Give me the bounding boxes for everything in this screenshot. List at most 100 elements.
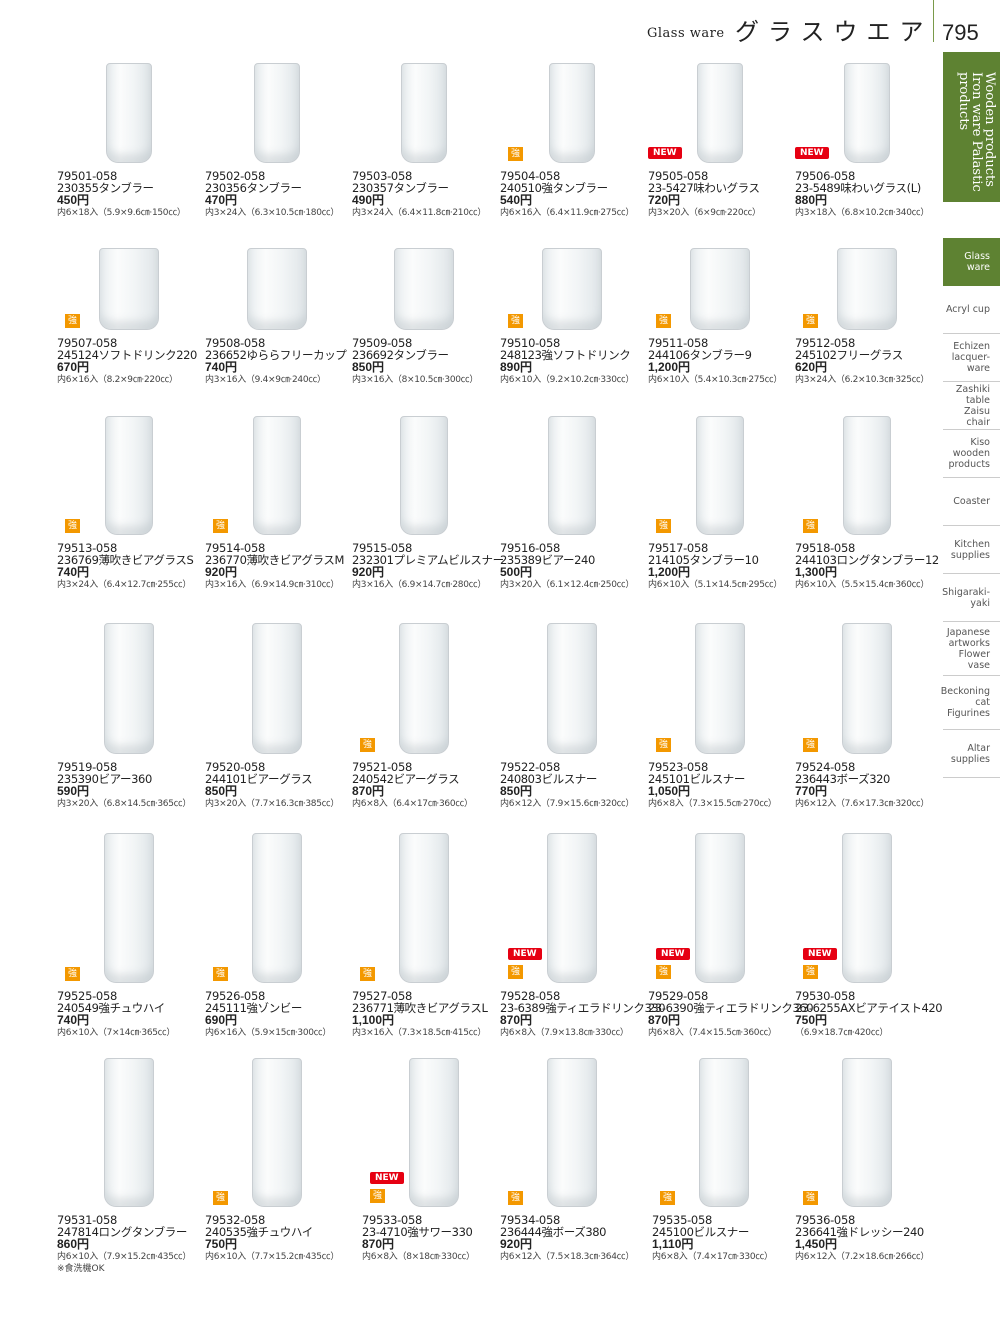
strong-badge: 強: [656, 519, 671, 533]
glass-product-image: [542, 248, 602, 330]
product-spec: 内3×24入（6.4×11.8㎝·210㏄）: [352, 208, 487, 218]
product-name: 236692タンブラー: [352, 348, 449, 362]
product-name: 235390ビアー360: [57, 772, 152, 786]
product-code: 79522-058: [500, 760, 560, 774]
badge-group: 強: [803, 519, 818, 533]
product-code: 79531-058: [57, 1213, 117, 1227]
sidebar-item[interactable]: Beckoning cat Figurines: [941, 676, 1000, 730]
sidebar-item[interactable]: Echizen lacquer- ware: [943, 334, 1000, 382]
product-name: 23-6389強ティエラドリンク330: [500, 1001, 666, 1015]
sidebar-item[interactable]: Coaster: [943, 478, 1000, 526]
sidebar-item[interactable]: Japanese artworks Flower vase: [943, 622, 1000, 676]
product-spec: 内3×16入（7.3×18.5㎝·415㏄）: [352, 1028, 487, 1038]
badge-group: 強: [803, 1191, 818, 1205]
glass-product-image: [247, 248, 307, 330]
sidebar-item[interactable]: Glass ware: [943, 238, 1000, 286]
product-spec: 内3×16入（6.9×14.7㎝·280㏄）: [352, 580, 487, 590]
product-code: 79526-058: [205, 989, 265, 1003]
product-code: 79505-058: [648, 169, 708, 183]
product-name: 248123強ソフトドリンク: [500, 348, 631, 362]
product-spec: 内6×10入（7.9×15.2㎝·435㏄）: [57, 1252, 192, 1262]
product-name: 230355タンブラー: [57, 181, 154, 195]
product-spec: 内3×16入（8×10.5㎝·300㏄）: [352, 375, 479, 385]
product-code: 79521-058: [352, 760, 412, 774]
new-badge: NEW: [370, 1172, 404, 1184]
strong-badge: 強: [213, 967, 228, 981]
strong-badge: 強: [360, 967, 375, 981]
product-price: 1,050円: [648, 784, 691, 798]
glass-product-image: [695, 623, 745, 754]
badge-group: 強: [660, 1191, 675, 1205]
strong-badge: 強: [656, 314, 671, 328]
category-tab[interactable]: Wooden products Iron ware Palastic produ…: [943, 52, 1000, 202]
product-price: 740円: [57, 565, 90, 579]
product-spec: 内3×24入（6.4×12.7㎝·255㏄）: [57, 580, 192, 590]
header-title-jp: グラスウエア: [735, 18, 933, 46]
product-spec: （6.9×18.7㎝·420㏄）: [795, 1028, 889, 1038]
glass-product-image: [253, 416, 301, 535]
product-price: 870円: [500, 1013, 533, 1027]
badge-group: 強: [360, 738, 375, 752]
product-spec: 内6×16入（8.2×9㎝·220㏄）: [57, 375, 178, 385]
product-spec: 内3×20入（6.8×14.5㎝·365㏄）: [57, 799, 192, 809]
product-code: 79523-058: [648, 760, 708, 774]
sidebar-item[interactable]: Acryl cup: [943, 286, 1000, 334]
badge-group: NEW: [648, 147, 682, 159]
product-price: 720円: [648, 193, 681, 207]
product-name: 232301プレミアムビルスナー: [352, 553, 504, 567]
glass-product-image: [699, 1058, 749, 1207]
product-code: 79506-058: [795, 169, 855, 183]
strong-badge: 強: [370, 1189, 385, 1203]
product-name: 236444強ボーズ380: [500, 1225, 607, 1239]
product-price: 740円: [205, 360, 238, 374]
badge-group: 強: [656, 519, 671, 533]
product-price: 590円: [57, 784, 90, 798]
sidebar-item[interactable]: Shigaraki- yaki: [942, 574, 1000, 622]
product-spec: 内6×16入（5.9×15㎝·300㏄）: [205, 1028, 332, 1038]
product-spec: 内3×24入（6.2×10.3㎝·325㏄）: [795, 375, 930, 385]
badge-group: NEW 強: [803, 948, 837, 979]
product-name: 214105タンブラー10: [648, 553, 759, 567]
strong-badge: 強: [360, 738, 375, 752]
glass-product-image: [401, 63, 447, 163]
strong-badge: 強: [213, 519, 228, 533]
sidebar-item[interactable]: Zashiki table Zaisu chair: [943, 382, 1000, 430]
badge-group: 強: [656, 314, 671, 328]
strong-badge: 強: [65, 967, 80, 981]
sidebar-item[interactable]: Kiso wooden products: [943, 430, 1000, 478]
product-name: 235389ビアー240: [500, 553, 595, 567]
glass-product-image: [399, 833, 449, 983]
product-code: 79509-058: [352, 336, 412, 350]
product-code: 79525-058: [57, 989, 117, 1003]
product-code: 79536-058: [795, 1213, 855, 1227]
product-price: 540円: [500, 193, 533, 207]
product-price: 490円: [352, 193, 385, 207]
product-code: 79510-058: [500, 336, 560, 350]
glass-product-image: [254, 63, 300, 163]
glass-product-image: [252, 623, 302, 754]
product-price: 1,450円: [795, 1237, 838, 1251]
product-code: 79528-058: [500, 989, 560, 1003]
product-code: 79517-058: [648, 541, 708, 555]
product-note: ※食洗機OK: [57, 1264, 105, 1274]
sidebar-item[interactable]: Altar supplies: [943, 730, 1000, 778]
product-name: 230357タンブラー: [352, 181, 449, 195]
product-code: 79519-058: [57, 760, 117, 774]
product-code: 79515-058: [352, 541, 412, 555]
product-price: 750円: [795, 1013, 828, 1027]
product-price: 890円: [500, 360, 533, 374]
glass-product-image: [394, 248, 454, 330]
glass-product-image: [400, 416, 448, 535]
product-name: 236769薄吹きビアグラスS: [57, 553, 194, 567]
product-code: 79514-058: [205, 541, 265, 555]
glass-product-image: [837, 248, 897, 330]
badge-group: 強: [65, 519, 80, 533]
product-code: 79516-058: [500, 541, 560, 555]
strong-badge: 強: [65, 314, 80, 328]
product-price: 770円: [795, 784, 828, 798]
product-price: 500円: [500, 565, 533, 579]
sidebar-item[interactable]: Kitchen supplies: [943, 526, 1000, 574]
badge-group: 強: [213, 519, 228, 533]
product-spec: 内6×8入（8×18㎝·330㏄）: [362, 1252, 475, 1262]
glass-product-image: [99, 248, 159, 330]
